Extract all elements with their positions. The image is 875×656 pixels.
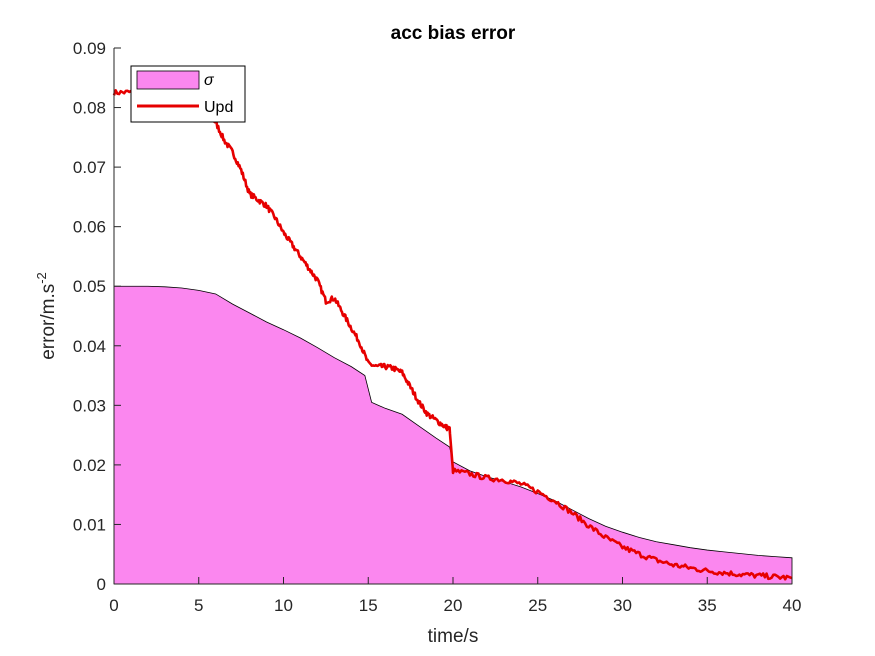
y-axis-label-exponent: -2 xyxy=(34,272,49,284)
upd-line xyxy=(112,89,793,581)
x-tick-label: 35 xyxy=(698,596,717,615)
y-tick-label: 0.02 xyxy=(73,456,106,475)
y-axis-label: error/m.s-2 xyxy=(34,272,59,360)
x-tick-label: 30 xyxy=(613,596,632,615)
x-tick-label: 20 xyxy=(444,596,463,615)
y-ticks: 0 0.01 0.02 0.03 0.04 0.05 0.06 0.07 0.08 0.09 xyxy=(73,39,121,594)
y-tick-label: 0.03 xyxy=(73,396,106,415)
x-tick-label: 0 xyxy=(109,596,118,615)
x-axis-label: time/s xyxy=(428,626,479,647)
x-tick-label: 5 xyxy=(194,596,203,615)
legend-swatch-sigma xyxy=(136,70,200,90)
y-tick-label: 0.09 xyxy=(73,39,106,58)
y-axis-label-base: error/m.s xyxy=(38,284,59,360)
y-tick-label: 0 xyxy=(97,575,106,594)
y-tick-label: 0.07 xyxy=(73,158,106,177)
x-ticks: 0 5 10 15 20 25 30 35 40 xyxy=(109,577,801,615)
plot-area xyxy=(112,89,793,585)
x-tick-label: 40 xyxy=(783,596,802,615)
y-tick-label: 0.08 xyxy=(73,99,106,118)
legend-label-sigma: σ xyxy=(204,72,215,89)
y-tick-label: 0.06 xyxy=(73,218,106,237)
y-tick-label: 0.01 xyxy=(73,515,106,534)
x-tick-label: 25 xyxy=(528,596,547,615)
chart-title: acc bias error xyxy=(391,23,516,44)
y-tick-label: 0.05 xyxy=(73,277,106,296)
legend-label-upd: Upd xyxy=(204,99,233,116)
x-tick-label: 10 xyxy=(274,596,293,615)
x-tick-label: 15 xyxy=(359,596,378,615)
legend: σ Upd xyxy=(130,65,246,123)
y-tick-label: 0.04 xyxy=(73,337,106,356)
